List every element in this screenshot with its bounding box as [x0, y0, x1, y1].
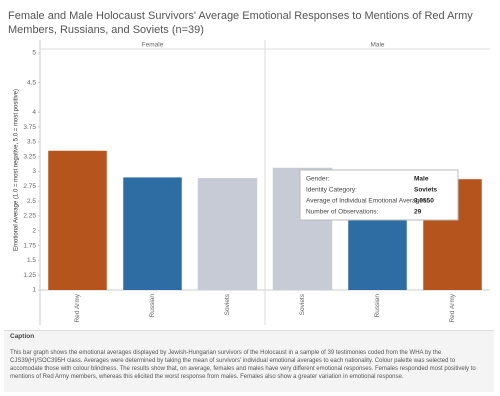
- y-axis-label: Emotional Average (1.0 = most negative, …: [14, 89, 20, 251]
- x-tick-label: Russian: [374, 294, 381, 318]
- y-tick-label: 3.5: [27, 139, 36, 146]
- y-tick-label: 1.5: [27, 257, 36, 264]
- y-tick-label: 3: [32, 168, 36, 175]
- tooltip-value: Male: [414, 176, 429, 183]
- y-tick-label: 1.25: [23, 272, 36, 279]
- y-tick-label: 4.5: [27, 79, 36, 86]
- tooltip-value: 3.0550: [414, 198, 434, 205]
- y-tick-label: 1: [32, 287, 36, 294]
- tooltip-label: Identity Category:: [306, 187, 357, 194]
- caption-heading: Caption: [10, 333, 35, 340]
- tooltip-label: Number of Observations:: [306, 209, 378, 216]
- panel-header: Female: [142, 42, 164, 49]
- bar: [123, 177, 182, 290]
- tooltip: Gender: Male Identity Category: Soviets Aver…: [299, 169, 459, 221]
- tooltip-box: [299, 169, 459, 221]
- tooltip-value: 29: [414, 209, 422, 216]
- y-tick-label: 3.25: [23, 153, 36, 160]
- chart-title: Female and Male Holocaust Survivors' Ave…: [8, 10, 473, 36]
- y-tick-label: 1.75: [23, 242, 36, 249]
- caption-text: This bar graph shows the emotional avera…: [10, 350, 476, 380]
- tooltip-label: Gender:: [306, 176, 330, 183]
- x-tick-label: Russian: [149, 294, 156, 318]
- panel-header: Male: [370, 42, 384, 49]
- bar: [48, 150, 107, 290]
- y-tick-label: 5: [32, 50, 36, 57]
- y-tick-label: 2.75: [23, 183, 36, 190]
- chart-title: Female and Male Holocaust Survivors' Ave…: [8, 10, 473, 36]
- y-tick-label: 2.25: [23, 213, 36, 220]
- y-tick-label: 2: [32, 227, 36, 234]
- x-tick-label: Red Army: [74, 293, 81, 322]
- chart: Female and Male Holocaust Survivors' Ave…: [8, 10, 490, 325]
- x-tick-label: Soviets: [299, 293, 306, 315]
- y-tick-label: 2.5: [27, 198, 36, 205]
- y-tick-label: 4: [32, 109, 36, 116]
- x-tick-label: Red Army: [449, 293, 456, 322]
- y-tick-label: 3.75: [23, 124, 36, 131]
- x-tick-label: Soviets: [224, 293, 231, 315]
- tooltip-value: Soviets: [414, 187, 438, 194]
- bar: [197, 178, 258, 291]
- caption: Caption This bar graph shows the emotion…: [4, 330, 494, 392]
- tooltip-label: Average of Individual Emotional Averages…: [306, 198, 428, 205]
